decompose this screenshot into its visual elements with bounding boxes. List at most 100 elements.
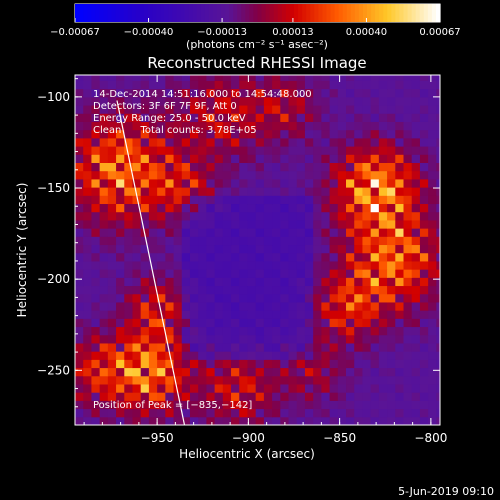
heatmap-cell: [206, 211, 216, 221]
heatmap-cell: [329, 375, 339, 385]
heatmap-cell: [181, 351, 191, 360]
heatmap-cell: [206, 252, 216, 262]
colorbar-swatch: [415, 4, 421, 22]
heatmap-cell: [181, 367, 191, 377]
heatmap-cell: [107, 351, 117, 360]
heatmap-cell: [321, 80, 331, 90]
heatmap-cell: [387, 178, 396, 188]
heatmap-cell: [83, 375, 92, 385]
heatmap-cell: [116, 285, 125, 295]
annotation-energy: Energy Range: 25.0 - 50.0 keV: [93, 113, 246, 124]
heatmap-cell: [206, 178, 216, 188]
heatmap-cell: [378, 113, 388, 122]
heatmap-cell: [124, 277, 133, 287]
heatmap-cell: [107, 105, 117, 114]
colorbar-swatch: [257, 4, 263, 22]
heatmap-cell: [313, 260, 322, 270]
heatmap-cell: [403, 301, 413, 311]
heatmap-cell: [436, 310, 440, 319]
heatmap-cell: [378, 178, 388, 188]
heatmap-cell: [263, 228, 273, 237]
heatmap-cell: [387, 285, 396, 295]
colorbar-swatch: [261, 4, 267, 22]
heatmap-cell: [99, 318, 109, 328]
heatmap-cell: [157, 187, 166, 196]
heatmap-cell: [214, 75, 224, 81]
heatmap-cell: [428, 187, 437, 196]
heatmap-cell: [428, 228, 437, 237]
heatmap-cell: [419, 236, 429, 246]
heatmap-cell: [99, 285, 109, 295]
heatmap-cell: [395, 187, 404, 196]
heatmap-cell: [214, 400, 224, 410]
heatmap-cell: [428, 285, 437, 295]
heatmap-cell: [387, 367, 396, 377]
heatmap-cell: [346, 359, 355, 369]
heatmap-cell: [181, 269, 191, 278]
heatmap-cell: [387, 203, 396, 213]
heatmap-cell: [280, 203, 290, 213]
heatmap-cell: [148, 187, 158, 196]
heatmap-cell: [378, 400, 388, 410]
heatmap-cell: [107, 129, 117, 139]
heatmap-cell: [313, 96, 322, 106]
heatmap-cell: [198, 400, 207, 410]
heatmap-cell: [378, 187, 388, 196]
heatmap-cell: [99, 75, 109, 81]
heatmap-cell: [346, 170, 355, 180]
heatmap-cell: [263, 334, 273, 344]
heatmap-cell: [346, 137, 355, 147]
heatmap-cell: [206, 392, 216, 401]
colorbar-swatch: [241, 4, 246, 22]
heatmap-cell: [107, 113, 117, 122]
heatmap-cell: [378, 408, 388, 418]
heatmap-cell: [124, 105, 133, 114]
heatmap-cell: [165, 392, 175, 401]
heatmap-cell: [362, 252, 372, 262]
heatmap-cell: [419, 178, 429, 188]
heatmap-cell: [107, 146, 117, 155]
heatmap-cell: [304, 277, 314, 287]
heatmap-cell: [387, 392, 396, 401]
heatmap-cell: [239, 219, 248, 229]
heatmap-cell: [124, 228, 133, 237]
heatmap-cell: [304, 400, 314, 410]
heatmap-cell: [214, 244, 224, 254]
heatmap-cell: [107, 121, 117, 131]
heatmap-cell: [157, 121, 166, 131]
heatmap-cell: [99, 113, 109, 122]
heatmap-cell: [132, 137, 142, 147]
heatmap-cell: [387, 326, 396, 336]
heatmap-cell: [148, 170, 158, 180]
heatmap-cell: [99, 121, 109, 131]
heatmap-cell: [181, 334, 191, 344]
heatmap-cell: [436, 334, 440, 344]
heatmap-cell: [173, 310, 183, 319]
heatmap-cell: [436, 195, 440, 205]
heatmap-cell: [362, 146, 372, 155]
heatmap-cell: [181, 154, 191, 163]
heatmap-cell: [436, 178, 440, 188]
heatmap-cell: [214, 129, 224, 139]
colorbar-swatch: [265, 4, 271, 22]
heatmap-cell: [140, 408, 150, 418]
heatmap-cell: [198, 260, 207, 270]
heatmap-cell: [436, 203, 440, 213]
heatmap-cell: [272, 285, 281, 295]
heatmap-cell: [337, 187, 347, 196]
heatmap-cell: [419, 187, 429, 196]
heatmap-cell: [419, 211, 429, 221]
heatmap-cell: [157, 146, 166, 155]
heatmap-cell: [157, 203, 166, 213]
heatmap-cell: [304, 75, 314, 81]
heatmap-cell: [198, 137, 207, 147]
heatmap-cell: [272, 88, 281, 98]
heatmap-cell: [370, 236, 380, 246]
heatmap-cell: [206, 293, 216, 303]
heatmap-cell: [346, 269, 355, 278]
heatmap-cell: [99, 162, 109, 172]
heatmap-cell: [370, 203, 380, 213]
heatmap-cell: [231, 146, 240, 155]
heatmap-cell: [132, 359, 142, 369]
heatmap-cell: [370, 416, 380, 425]
